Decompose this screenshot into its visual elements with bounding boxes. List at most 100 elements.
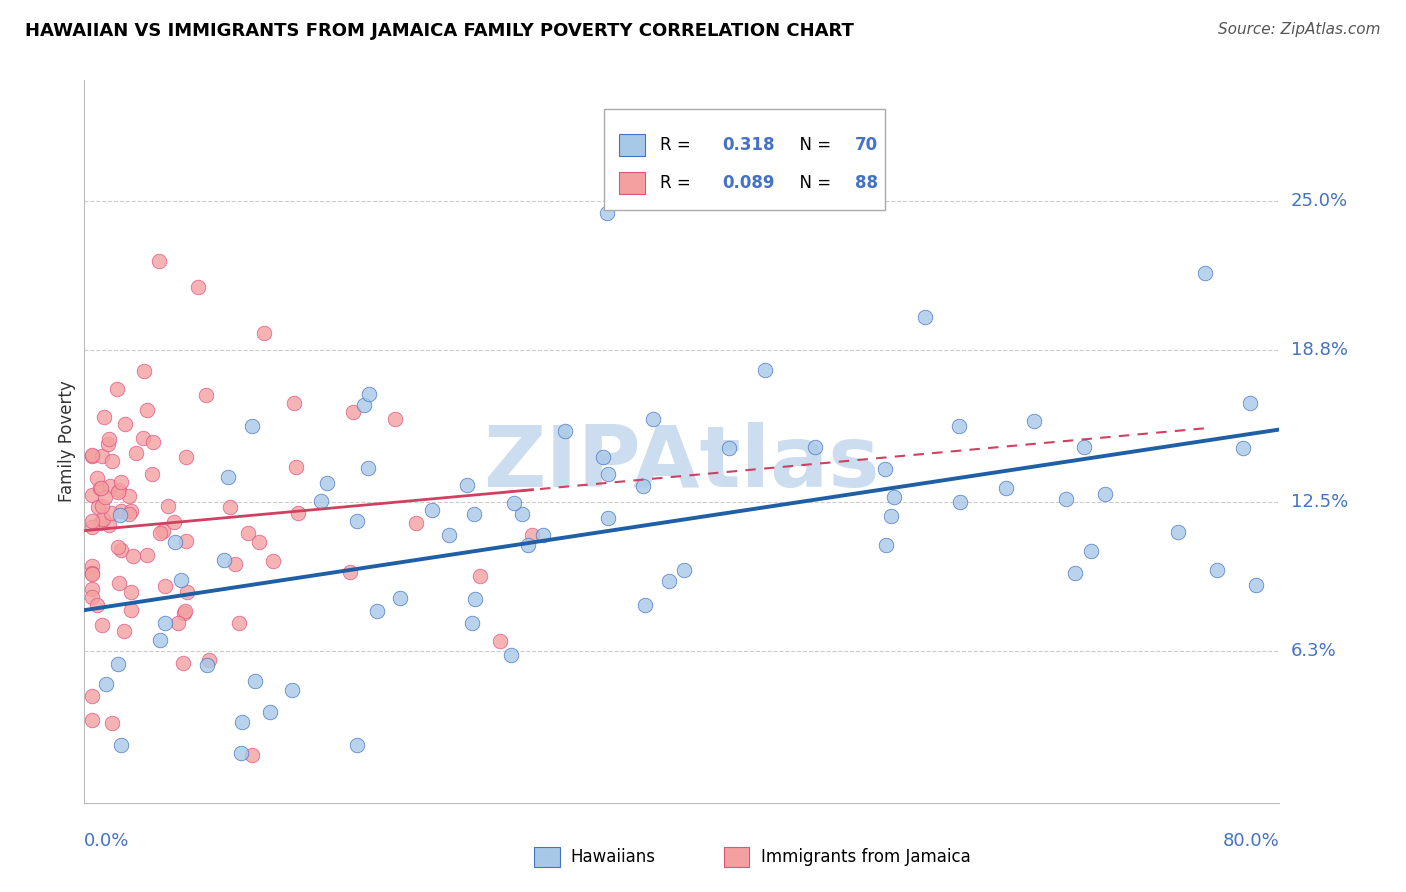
Point (883, 491, 905, 505)
Text: Source: ZipAtlas.com: Source: ZipAtlas.com (1218, 22, 1381, 37)
Point (176, 585, 198, 599)
Text: 0.0%: 0.0% (84, 831, 129, 850)
Text: 18.8%: 18.8% (1291, 341, 1347, 359)
Point (1064, 566, 1087, 580)
Text: Hawaiians: Hawaiians (571, 848, 655, 866)
Point (1244, 578, 1267, 592)
Point (873, 462, 896, 476)
Point (153, 615, 176, 630)
Point (110, 504, 132, 518)
Point (463, 507, 485, 521)
Point (247, 535, 270, 549)
Point (262, 554, 284, 568)
Point (98, 479, 121, 493)
Point (316, 475, 339, 490)
Point (90, 481, 112, 495)
Point (80, 582, 103, 597)
Point (228, 616, 250, 631)
Point (107, 485, 129, 500)
Point (437, 527, 460, 541)
Point (108, 508, 131, 522)
Text: 80.0%: 80.0% (1223, 831, 1279, 850)
Point (641, 411, 664, 425)
Point (186, 280, 208, 294)
Text: N =: N = (790, 136, 837, 154)
Point (342, 405, 364, 419)
Point (142, 435, 165, 450)
Point (80, 448, 103, 462)
Point (107, 657, 129, 671)
Point (136, 549, 159, 563)
Point (80, 690, 103, 704)
Point (236, 525, 259, 540)
Text: R =: R = (661, 174, 696, 193)
Point (87, 500, 110, 514)
Point (592, 450, 614, 464)
Point (97, 437, 120, 451)
Y-axis label: Family Poverty: Family Poverty (58, 381, 76, 502)
Point (1054, 491, 1077, 506)
Point (114, 417, 136, 431)
Text: 25.0%: 25.0% (1291, 192, 1348, 210)
Point (804, 440, 827, 454)
Point (108, 483, 131, 498)
Point (157, 499, 180, 513)
Point (217, 469, 239, 483)
Text: 12.5%: 12.5% (1291, 492, 1348, 511)
Point (120, 584, 142, 599)
Point (174, 533, 197, 548)
Point (132, 431, 155, 445)
Point (503, 496, 526, 510)
Point (357, 460, 380, 475)
Text: N =: N = (790, 174, 837, 193)
Point (754, 363, 776, 377)
Point (125, 446, 148, 460)
Point (110, 475, 132, 489)
Point (141, 467, 163, 482)
Point (531, 528, 554, 542)
Point (1167, 524, 1189, 539)
Point (94, 490, 117, 504)
Point (1205, 563, 1227, 577)
Text: 6.3%: 6.3% (1291, 642, 1336, 660)
Point (554, 424, 576, 438)
Point (461, 615, 484, 630)
Point (86, 471, 108, 485)
Point (875, 538, 897, 552)
Point (259, 706, 281, 720)
Point (80, 488, 103, 502)
Point (91, 449, 114, 463)
Point (501, 648, 523, 662)
Point (219, 500, 242, 514)
Point (80, 590, 103, 604)
Point (240, 419, 263, 434)
Point (357, 387, 380, 401)
Point (948, 418, 970, 433)
Point (281, 682, 304, 697)
Point (240, 747, 263, 762)
Point (101, 716, 124, 731)
Point (672, 563, 695, 577)
Point (96, 677, 118, 691)
Point (339, 566, 361, 580)
Point (198, 653, 221, 667)
Point (91, 512, 114, 526)
Point (384, 412, 406, 426)
Point (253, 326, 276, 340)
Point (91, 499, 114, 513)
Point (82, 514, 104, 528)
Point (522, 528, 544, 542)
Point (1094, 487, 1116, 501)
Point (112, 624, 135, 639)
Point (80, 559, 103, 574)
Point (489, 634, 512, 648)
Point (596, 205, 619, 219)
Point (1194, 266, 1216, 280)
Point (100, 454, 122, 468)
Point (717, 441, 740, 455)
Point (468, 569, 491, 583)
Point (631, 479, 654, 493)
Point (173, 607, 195, 621)
Point (80, 567, 103, 582)
Point (97, 433, 120, 447)
